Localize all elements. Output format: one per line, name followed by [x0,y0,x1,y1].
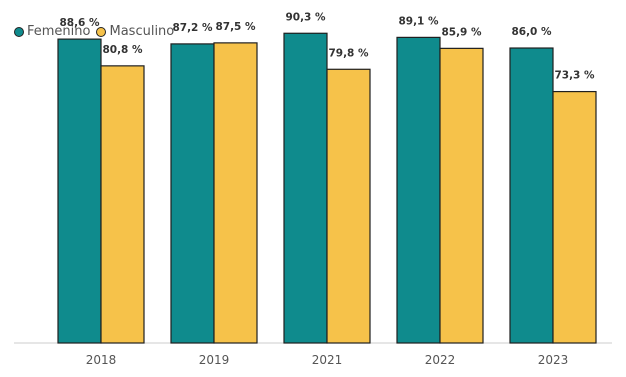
data-label-masculino-2021: 79,8 % [328,47,369,59]
data-label-masculino-2018: 80,8 % [102,44,143,56]
data-label-femenino-2019: 87,2 % [172,22,213,34]
legend: Femenino Masculino [14,24,174,39]
x-tick-label-2022: 2022 [425,353,456,367]
data-label-femenino-2018: 88,6 % [59,17,100,29]
legend-marker-masculino [96,26,107,37]
legend-label-femenino: Femenino [27,24,91,39]
legend-marker-femenino [14,26,24,37]
bar-masculino-2018[interactable] [100,65,145,344]
x-tick-label-2018: 2018 [86,353,117,367]
data-label-masculino-2019: 87,5 % [215,21,256,33]
data-label-femenino-2023: 86,0 % [511,26,552,38]
x-tick-label-2019: 2019 [199,353,230,367]
data-label-femenino-2022: 89,1 % [398,15,439,27]
bar-femenino-2023[interactable] [509,47,554,344]
data-label-femenino-2021: 90,3 % [285,11,326,23]
bar-masculino-2023[interactable] [552,90,597,344]
bar-masculino-2021[interactable] [326,68,371,344]
bar-femenino-2019[interactable] [170,43,215,344]
legend-item-masculino[interactable]: Masculino [96,24,174,39]
bar-femenino-2021[interactable] [283,32,328,344]
bar-masculino-2019[interactable] [213,42,258,344]
bar-femenino-2018[interactable] [57,38,102,344]
bar-masculino-2022[interactable] [439,47,484,344]
x-tick-label-2023: 2023 [538,353,569,367]
bar-femenino-2022[interactable] [396,36,441,344]
legend-label-masculino: Masculino [109,24,175,39]
legend-item-femenino[interactable]: Femenino [14,24,90,39]
data-label-masculino-2022: 85,9 % [441,26,482,38]
data-label-masculino-2023: 73,3 % [554,70,595,82]
x-tick-label-2021: 2021 [312,353,343,367]
